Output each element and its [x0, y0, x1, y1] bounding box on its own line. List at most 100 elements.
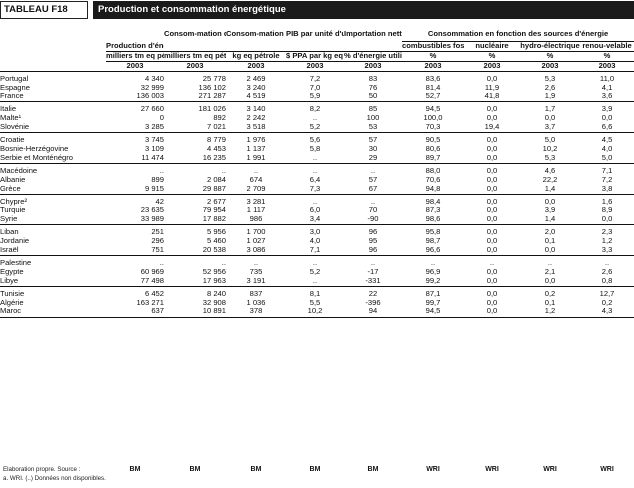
unit-renewable: % [580, 50, 634, 62]
cell-nuclear: .. [464, 254, 520, 268]
cell-net-import: 96 [368, 246, 378, 255]
cell-net-import: .. [344, 254, 402, 268]
unit-hydro: % [520, 50, 580, 62]
cell-consumption-per-capita: 1 976 [226, 132, 286, 145]
table-row: Palestine.................. [0, 254, 634, 268]
cell-hydro: 0,1 [544, 298, 556, 307]
cell-net-import: 70 [368, 206, 378, 215]
cell-nuclear: 0,0 [486, 267, 498, 276]
cell-net-import: 67 [368, 184, 378, 193]
cell-fossil: 88,0 [402, 162, 464, 176]
country-name: Croatie [0, 132, 106, 145]
country-name: Palestine [0, 254, 106, 268]
table-row: Malte¹ 0 892 2 242.. 100 100,0 0,0 0,0 0,0 [0, 114, 634, 123]
cell-consumption: 32 908 [202, 298, 226, 307]
year-net-import: 2003 [344, 60, 402, 72]
cell-gdp-per-energy: 4,0 [309, 237, 321, 246]
cell-production: .. [106, 254, 164, 268]
cell-hydro: 2,0 [520, 224, 580, 238]
cell-production: 251 [106, 224, 164, 238]
cell-consumption-per-capita: 1 137 [246, 144, 266, 153]
cell-net-import: -17 [367, 267, 379, 276]
cell-gdp-per-energy: 8,1 [286, 285, 344, 299]
cell-consumption: 25 778 [164, 70, 226, 84]
table-row: Maroc 637 10 891 378 10,2 94 94,5 0,0 1,2 4,3 [0, 307, 634, 316]
cell-hydro: 0,0 [544, 246, 556, 255]
source-consumption-per-capita: BM [250, 466, 262, 473]
country-name: Jordanie [0, 237, 30, 246]
table-row: Slovénie 3 285 7 021 3 518 5,2 53 70,3 19,4 3,7 6… [0, 123, 634, 132]
source-renewable: WRI [600, 466, 614, 473]
source-fossil: WRI [426, 466, 440, 473]
cell-production: 751 [151, 246, 164, 255]
cell-consumption-per-capita: 2 709 [246, 184, 266, 193]
col-header-nuclear: nucléaire [475, 41, 509, 50]
cell-fossil: 94,5 [402, 101, 464, 115]
cell-renewable: 4,3 [601, 307, 613, 316]
cell-gdp-per-energy: 5,9 [309, 92, 321, 101]
cell-renewable: 1,2 [601, 237, 613, 246]
country-name: Algérie [0, 298, 24, 307]
cell-hydro: 0,0 [544, 276, 556, 285]
table-title: Production et consommation énergétique [93, 1, 634, 19]
source-gdp-per-energy: BM [309, 466, 321, 473]
cell-production: 23 635 [140, 206, 164, 215]
country-name: Bosnie-Herzégovine [0, 144, 69, 153]
cell-consumption-per-capita: 3 191 [246, 276, 266, 285]
col-header-fossil: combustibles fossiles [402, 41, 464, 50]
cell-renewable: 4,1 [601, 83, 613, 92]
cell-fossil: 96,9 [425, 267, 441, 276]
cell-consumption: 17 882 [202, 215, 226, 224]
cell-net-import: 53 [368, 123, 378, 132]
cell-production: 3 109 [144, 144, 164, 153]
cell-net-import: 95 [368, 237, 378, 246]
cell-gdp-per-energy: 5,8 [309, 144, 321, 153]
cell-production: 60 969 [140, 267, 164, 276]
cell-consumption-per-capita: 3 086 [246, 246, 266, 255]
cell-hydro: 10,2 [542, 144, 558, 153]
cell-fossil: 99,2 [425, 276, 441, 285]
cell-production: 3 745 [106, 132, 164, 145]
cell-production: 136 003 [136, 92, 164, 101]
cell-gdp-per-energy: 7,2 [286, 70, 344, 84]
unit-nuclear: % [464, 50, 520, 62]
source-production: BM [129, 466, 141, 473]
table-row: Tunisie 6 452 8 240 837 8,1 22 87,1 0,0 0,2 12,7 [0, 285, 634, 299]
cell-fossil: 87,1 [402, 285, 464, 299]
cell-consumption-per-capita: 2 242 [246, 114, 266, 123]
col-header-consumption: Consom-mation d'énergie [164, 30, 226, 38]
cell-fossil: .. [402, 254, 464, 268]
table-row: Albanie 899 2 084 674 6,4 57 70,6 0,0 22,2 7,2 [0, 176, 634, 185]
country-name: Israël [0, 246, 19, 255]
cell-gdp-per-energy: 5,6 [286, 132, 344, 145]
cell-nuclear: 0,0 [486, 246, 498, 255]
cell-consumption: .. [164, 254, 226, 268]
cell-gdp-per-energy: .. [312, 153, 318, 162]
cell-net-import: .. [344, 193, 402, 207]
cell-consumption: 5 956 [164, 224, 226, 238]
cell-production: 296 [151, 237, 164, 246]
cell-gdp-per-energy: 5,5 [309, 298, 321, 307]
year-production: 2003 [106, 60, 164, 72]
group-header-sources: Consommation en fonction des sources d'é… [402, 30, 634, 42]
year-consumption: 2003 [164, 60, 226, 72]
cell-renewable: 3,6 [601, 92, 613, 101]
cell-nuclear: 0,0 [464, 70, 520, 84]
cell-fossil: 89,7 [425, 153, 441, 162]
source-net-import: BM [367, 466, 379, 473]
cell-production: 32 999 [140, 83, 164, 92]
cell-consumption-per-capita: .. [226, 254, 286, 268]
cell-net-import: -331 [365, 276, 381, 285]
year-fossil: 2003 [402, 60, 464, 72]
header-blank-4 [0, 61, 106, 71]
table-row: Jordanie 296 5 460 1 027 4,0 95 98,7 0,0 0,1 1,2 [0, 237, 634, 246]
table-row: Libye 77 498 17 963 3 191.. -331 99,2 0,0 0,0 0,… [0, 277, 634, 286]
cell-nuclear: 0,0 [486, 276, 498, 285]
cell-consumption-per-capita: 2 469 [226, 70, 286, 84]
cell-net-import: .. [344, 162, 402, 176]
cell-consumption: 20 538 [202, 246, 226, 255]
unit-net-import: % d'énergie utilisée [344, 50, 402, 62]
table-row: France 136 003 271 287 4 519 5,9 50 52,7 41,8 1,… [0, 92, 634, 101]
cell-net-import: 57 [368, 175, 378, 184]
cell-gdp-per-energy: 6,0 [309, 206, 321, 215]
